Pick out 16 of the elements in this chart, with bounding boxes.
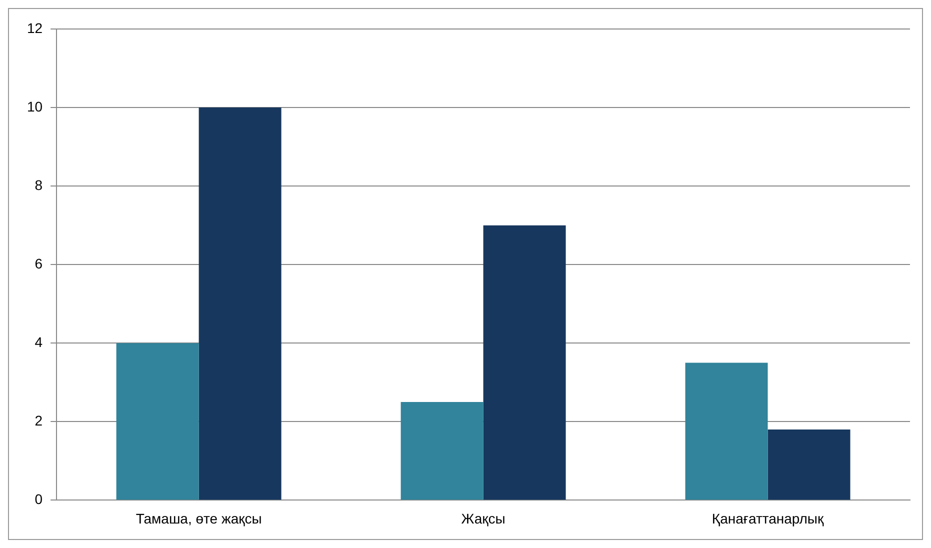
bar bbox=[400, 402, 484, 500]
x-tick-label: Тамаша, өте жақсы bbox=[136, 510, 262, 526]
bar bbox=[116, 343, 199, 500]
y-tick-label: 10 bbox=[26, 98, 43, 114]
bar bbox=[768, 430, 850, 500]
bar bbox=[483, 225, 566, 500]
y-tick-label: 4 bbox=[34, 334, 43, 350]
y-tick-label: 8 bbox=[34, 176, 43, 193]
bar bbox=[198, 108, 282, 500]
bar bbox=[685, 362, 768, 500]
y-tick-label: 2 bbox=[34, 412, 43, 429]
x-tick-label: Жақсы bbox=[461, 510, 506, 526]
x-tick-label: Қанағаттанарлық bbox=[712, 510, 824, 526]
y-tick-label: 0 bbox=[34, 491, 43, 508]
y-tick-label: 6 bbox=[34, 255, 43, 272]
y-tick-label: 12 bbox=[26, 20, 43, 36]
